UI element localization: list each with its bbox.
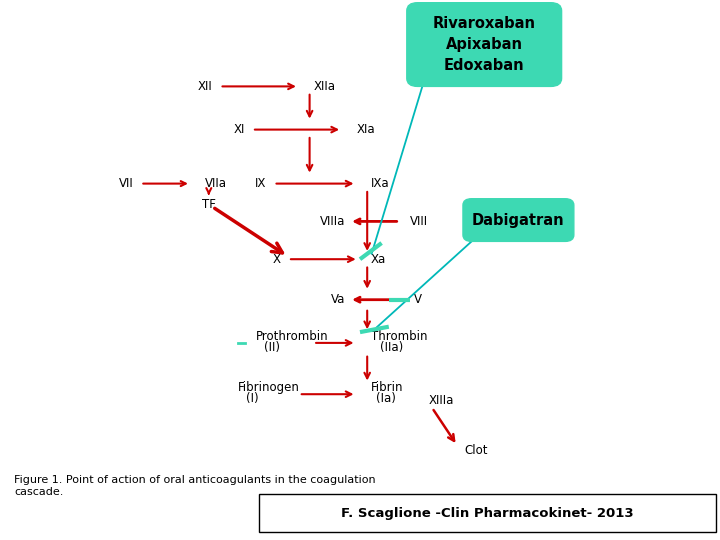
Text: IXa: IXa: [371, 177, 390, 190]
Text: IX: IX: [255, 177, 266, 190]
Text: XIa: XIa: [356, 123, 375, 136]
Text: Rivaroxaban
Apixaban
Edoxaban: Rivaroxaban Apixaban Edoxaban: [433, 16, 536, 73]
Text: (Ia): (Ia): [376, 392, 396, 405]
Text: Dabigatran: Dabigatran: [472, 213, 564, 227]
Text: Clot: Clot: [464, 444, 488, 457]
Text: (II): (II): [264, 341, 280, 354]
Text: VII: VII: [119, 177, 133, 190]
FancyBboxPatch shape: [407, 3, 562, 86]
Text: VIIIa: VIIIa: [320, 215, 346, 228]
Text: XI: XI: [233, 123, 245, 136]
Text: Thrombin: Thrombin: [371, 330, 427, 343]
FancyBboxPatch shape: [463, 199, 574, 241]
Text: Fibrinogen: Fibrinogen: [238, 381, 300, 394]
Text: Prothrombin: Prothrombin: [256, 330, 328, 343]
Text: Fibrin: Fibrin: [371, 381, 403, 394]
Text: XIIa: XIIa: [313, 80, 336, 93]
Text: XIIIa: XIIIa: [428, 394, 454, 407]
Text: Xa: Xa: [371, 253, 386, 266]
Text: VIII: VIII: [410, 215, 428, 228]
FancyBboxPatch shape: [259, 494, 716, 532]
Text: TF: TF: [202, 198, 216, 211]
Text: XII: XII: [198, 80, 212, 93]
Text: (I): (I): [246, 392, 259, 405]
Text: V: V: [414, 293, 422, 306]
Text: VIIa: VIIa: [205, 177, 228, 190]
Text: F. Scaglione -Clin Pharmacokinet- 2013: F. Scaglione -Clin Pharmacokinet- 2013: [341, 507, 634, 519]
Text: X: X: [273, 253, 281, 266]
Text: (IIa): (IIa): [380, 341, 403, 354]
Text: Figure 1. Point of action of oral anticoagulants in the coagulation
cascade.: Figure 1. Point of action of oral antico…: [14, 475, 376, 497]
Text: Va: Va: [331, 293, 346, 306]
